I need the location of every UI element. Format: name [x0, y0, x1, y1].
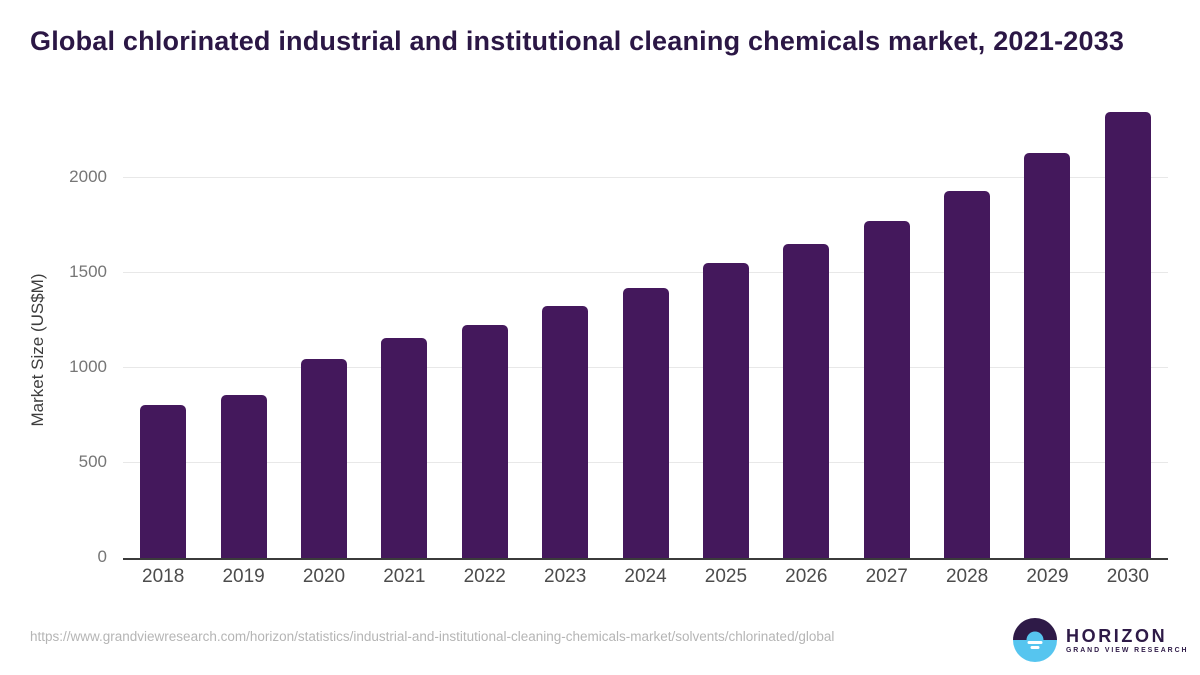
bar-2029[interactable] — [1024, 153, 1071, 558]
sun-reflection-icon — [1030, 646, 1040, 649]
x-label-2024: 2024 — [624, 566, 667, 587]
bar-2027[interactable] — [863, 221, 910, 558]
x-label-2026: 2026 — [785, 566, 828, 587]
bar-slot-2020 — [284, 88, 364, 558]
bar-slot-2029 — [1007, 88, 1087, 558]
x-label-2023: 2023 — [544, 566, 587, 587]
bar-2023[interactable] — [542, 306, 589, 558]
x-label-2019: 2019 — [222, 566, 265, 587]
bar-series — [123, 88, 1168, 558]
bar-2025[interactable] — [702, 263, 749, 558]
bar-slot-2027 — [847, 88, 927, 558]
x-axis-labels: 2018 2019 2020 2021 2022 2023 2024 2025 2026 2027… — [123, 566, 1168, 588]
bar-slot-2022 — [445, 88, 525, 558]
bar-slot-2026 — [766, 88, 846, 558]
x-label-2021: 2021 — [383, 566, 426, 587]
bar-slot-2024 — [605, 88, 685, 558]
x-label-2022: 2022 — [463, 566, 506, 587]
logo-brand-name: HORIZON — [1066, 626, 1168, 646]
y-tick-label-0: 0 — [97, 547, 107, 566]
x-label-2030: 2030 — [1106, 566, 1150, 587]
y-tick-label-1000: 1000 — [69, 357, 107, 376]
y-axis-tick-labels: 0 500 1000 1500 2000 — [0, 88, 107, 566]
bar-slot-2028 — [927, 88, 1007, 558]
horizon-logo: HORIZON GRAND VIEW RESEARCH — [1013, 618, 1188, 662]
logo-company-name: GRAND VIEW RESEARCH — [1066, 647, 1189, 654]
bar-2024[interactable] — [622, 288, 669, 558]
bar-slot-2025 — [686, 88, 766, 558]
gridline-1500 — [123, 272, 1168, 273]
bar-2021[interactable] — [381, 338, 428, 558]
x-label-2025: 2025 — [704, 566, 748, 587]
source-url: https://www.grandviewresearch.com/horizo… — [30, 629, 835, 644]
bar-2019[interactable] — [220, 395, 267, 558]
bar-slot-2019 — [203, 88, 283, 558]
x-label-2027: 2027 — [865, 566, 908, 587]
sun-reflection-icon — [1027, 641, 1043, 644]
bar-2022[interactable] — [461, 325, 508, 558]
y-tick-label-1500: 1500 — [69, 262, 107, 281]
plot-area — [123, 88, 1168, 560]
x-label-2028: 2028 — [945, 566, 989, 587]
bar-slot-2018 — [123, 88, 203, 558]
y-tick-label-500: 500 — [78, 452, 107, 471]
gridline-2000 — [123, 177, 1168, 178]
bar-2028[interactable] — [944, 191, 991, 558]
bar-2020[interactable] — [300, 359, 347, 558]
x-label-2029: 2029 — [1026, 566, 1069, 587]
bar-slot-2030 — [1088, 88, 1168, 558]
bar-2026[interactable] — [783, 244, 830, 558]
bar-2018[interactable] — [140, 405, 187, 558]
bar-slot-2021 — [364, 88, 444, 558]
sun-icon — [1026, 631, 1044, 649]
x-label-2020: 2020 — [302, 566, 346, 587]
page-title: Global chlorinated industrial and instit… — [30, 26, 1125, 56]
bar-2030[interactable] — [1104, 112, 1151, 558]
y-tick-label-2000: 2000 — [69, 167, 107, 186]
horizon-logo-icon — [1013, 618, 1057, 662]
x-label-2018: 2018 — [142, 566, 185, 587]
logo-text: HORIZON GRAND VIEW RESEARCH — [1066, 626, 1188, 654]
bar-slot-2023 — [525, 88, 605, 558]
